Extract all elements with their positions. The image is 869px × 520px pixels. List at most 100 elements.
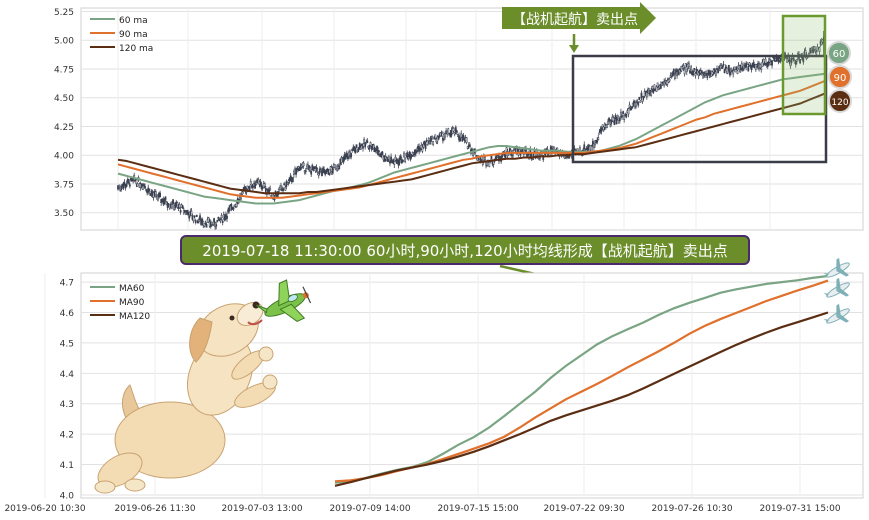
candle-body [366, 140, 369, 143]
candle-body [128, 184, 131, 187]
candle-body [813, 45, 816, 51]
arrow-shape [502, 2, 656, 34]
candle-body [135, 179, 138, 185]
candle-body [160, 199, 163, 203]
candle-body [359, 147, 362, 150]
candle-body [723, 69, 726, 74]
candle-body [651, 86, 654, 90]
candle-body [663, 81, 666, 86]
candle-body [657, 87, 660, 90]
candle-body [702, 73, 704, 79]
candle-body [790, 57, 793, 64]
candle-body [188, 215, 191, 219]
candle-body [661, 82, 663, 86]
candle-body [178, 204, 181, 208]
candle-body [736, 70, 739, 74]
candle-body [716, 68, 718, 71]
candle-body [144, 185, 146, 189]
y-tick-label: 5.00 [54, 37, 74, 47]
candle-body [199, 215, 201, 220]
candle-body [629, 107, 632, 111]
candle-body [296, 168, 299, 171]
candle-body [693, 68, 696, 70]
candle-body [215, 224, 218, 227]
candle-body [226, 215, 228, 219]
candle-body [164, 196, 167, 201]
candle-body [181, 205, 184, 209]
candle-body [225, 214, 227, 218]
legend-label-ma120: MA120 [119, 312, 150, 322]
candle-body [638, 97, 641, 101]
candle-body [713, 68, 716, 74]
candle-body [468, 144, 471, 148]
candle-body [601, 124, 604, 128]
candle-body [715, 71, 717, 76]
x-tick-label: 2019-07-15 15:00 [437, 504, 518, 514]
candle-body [193, 215, 196, 218]
candle-body [789, 61, 792, 67]
candle-body [771, 60, 773, 66]
candle-body [284, 186, 287, 191]
candle-body [148, 188, 151, 192]
candle-body [216, 219, 219, 222]
candle-body [692, 70, 695, 76]
candle-body [583, 144, 586, 150]
candle-body [404, 157, 406, 162]
candle-body [429, 141, 431, 144]
candle-body [198, 218, 200, 222]
ma-line-60-ma [117, 72, 827, 205]
candle-body [179, 210, 182, 213]
candle-body [630, 106, 633, 109]
candle-body [668, 78, 671, 82]
candle-body [302, 162, 305, 167]
candle-body [192, 215, 195, 222]
candle-body [372, 144, 375, 149]
candle-body [820, 40, 823, 46]
candle-body [424, 143, 427, 149]
candle-body [613, 120, 616, 126]
candle-body [642, 96, 645, 99]
candle-body [358, 143, 361, 148]
candle-body [759, 64, 762, 69]
x-tick-label: 2019-06-26 11:30 [114, 504, 195, 514]
bubble-90 [828, 65, 852, 89]
candle-body [732, 70, 735, 75]
candle-body [465, 137, 468, 143]
candle-body [689, 70, 691, 74]
down-arrow-head [569, 45, 579, 53]
candle-body [141, 185, 144, 190]
candle-body [364, 142, 367, 148]
candle-body [194, 220, 197, 223]
candle-body [280, 185, 282, 191]
candle-body [760, 67, 763, 71]
candle-body [190, 210, 193, 216]
candle-body [752, 61, 755, 67]
candle-body [392, 159, 395, 164]
candle-body [764, 58, 767, 64]
candle-body [505, 147, 508, 152]
x-tick-label: 2019-07-03 13:00 [221, 504, 302, 514]
candle-body [655, 86, 658, 92]
candle-body [210, 221, 213, 225]
candle-body [639, 100, 642, 103]
candle-body [398, 157, 401, 164]
bubble-60 [827, 41, 851, 65]
candle-body [779, 58, 782, 62]
candle-body [419, 147, 422, 151]
y-tick-label: 4.2 [60, 431, 74, 441]
candle-body [792, 57, 795, 61]
y-tick-label: 4.3 [60, 400, 74, 410]
airplane-icon [823, 277, 850, 298]
candle-body [501, 154, 504, 158]
candle-body [794, 60, 797, 65]
y-tick-label: 4.00 [54, 152, 74, 162]
candle-body [389, 161, 391, 164]
candle-body [700, 70, 703, 74]
candle-body [748, 62, 751, 66]
legend-label-60ma: 60 ma [119, 16, 148, 26]
y-tick-label: 4.50 [54, 94, 74, 104]
x-tick-label: 2019-07-31 15:00 [759, 504, 840, 514]
candle-body [694, 73, 697, 77]
candle-body [219, 219, 222, 222]
candle-body [484, 157, 486, 161]
